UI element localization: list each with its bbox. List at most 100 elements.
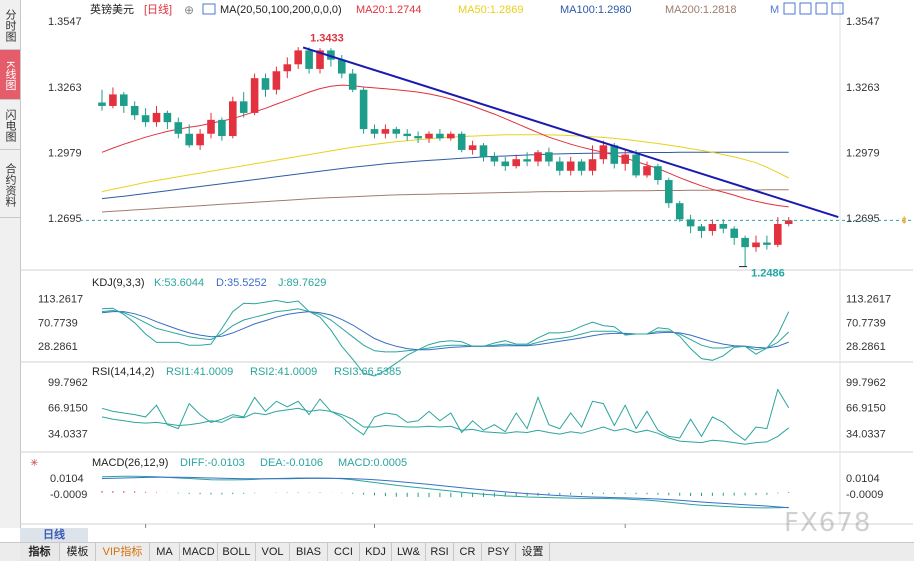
macd-ytick-right-1: -0.0009 [846, 489, 883, 501]
indicator-tab-cci[interactable]: CCI [328, 543, 360, 561]
rsi-ytick-left-0: 99.7962 [48, 377, 88, 389]
period-tab[interactable]: 日线 [20, 528, 88, 542]
indicator-tab-macd[interactable]: MACD [180, 543, 218, 561]
legend-period: [日线] [144, 2, 172, 16]
indicator-tab-psy[interactable]: PSY [482, 543, 516, 561]
candle [174, 122, 183, 134]
candle [130, 105, 139, 116]
candle [218, 119, 226, 137]
indicator-settings-icon[interactable] [202, 3, 216, 15]
kdj-line-j [101, 299, 790, 377]
rsi-ytick-right-0: 99.7962 [846, 377, 886, 389]
legend-ma50: MA50:1.2869 [458, 4, 523, 16]
candle [566, 161, 575, 171]
main-ytick-left-1: 1.3263 [48, 82, 82, 94]
rsi1-value: RSI1:41.0009 [166, 366, 233, 378]
candle [109, 94, 117, 106]
candle [414, 136, 422, 139]
candle [392, 129, 401, 134]
candle [436, 133, 444, 139]
candle [447, 133, 455, 139]
fullscreen-icon[interactable] [815, 2, 828, 15]
current-price-marker: ⇟ [900, 215, 908, 226]
close-panel-icon[interactable] [831, 2, 844, 15]
candle [545, 152, 553, 162]
candle [250, 78, 259, 113]
indicator-toolbar: 指标 模板 VIP指标 MA MACD BOLL VOL BIAS CCI KDJ LW& RSI CR… [0, 542, 914, 561]
main-ytick-right-3: 1.2695 [846, 213, 880, 225]
candle [479, 145, 488, 157]
add-indicator-icon[interactable]: ⊕ [184, 3, 194, 17]
candle [643, 166, 651, 176]
watermark-logo: FX678 [784, 508, 872, 538]
rsi-title: RSI(14,14,2) [92, 366, 154, 378]
macd-value: MACD:0.0005 [338, 457, 407, 469]
candle [207, 119, 215, 134]
side-tab-0[interactable]: 分时图 [0, 0, 20, 50]
candle [348, 73, 357, 90]
main-ytick-left-3: 1.2695 [48, 213, 82, 225]
kdj-ytick-left-1: 70.7739 [38, 317, 78, 329]
kdj-line-d [101, 311, 789, 351]
indicator-tab-kdj[interactable]: KDJ [360, 543, 392, 561]
rsi-ytick-left-1: 66.9150 [48, 403, 88, 415]
kdj-ytick-right-1: 70.7739 [846, 317, 886, 329]
legend-ma200: MA200:1.2818 [665, 4, 737, 16]
candle [686, 219, 695, 227]
candle [359, 89, 368, 130]
indicator-tab-boll[interactable]: BOLL [218, 543, 256, 561]
rsi2-value: RSI2:41.0009 [250, 366, 317, 378]
indicator-tab-1[interactable]: 模板 [60, 543, 96, 561]
candle [272, 71, 281, 90]
side-tab-3[interactable]: 合约资料 [0, 150, 20, 218]
indicator-tab-lw[interactable]: LW& [392, 543, 426, 561]
candle [98, 102, 106, 106]
candle [556, 161, 564, 171]
rsi-ytick-left-2: 34.0337 [48, 428, 88, 440]
candle [229, 101, 237, 137]
indicator-tab-bias[interactable]: BIAS [290, 543, 328, 561]
indicator-tab-vol[interactable]: VOL [256, 543, 290, 561]
zoom-in-icon[interactable] [783, 2, 796, 15]
side-tab-1[interactable]: K线图 [0, 50, 20, 100]
indicator-tab-vip[interactable]: VIP指标 [96, 543, 150, 561]
candle [163, 112, 172, 123]
zoom-out-icon[interactable] [799, 2, 812, 15]
candle [523, 159, 531, 162]
rsi-line-rsi1 [101, 407, 790, 445]
candle [283, 64, 292, 72]
side-tab-2[interactable]: 闪电图 [0, 100, 20, 150]
candle [577, 161, 586, 171]
candle [338, 59, 346, 74]
indicator-tab-ma[interactable]: MA [150, 543, 180, 561]
macd-ytick-left-1: -0.0009 [50, 489, 87, 501]
macd-settings-icon[interactable]: ✳ [30, 458, 38, 469]
kdj-k-value: K:53.6044 [154, 277, 204, 289]
candle [381, 129, 390, 134]
candle [730, 228, 738, 238]
rsi-ytick-right-2: 34.0337 [846, 428, 886, 440]
candle [261, 78, 270, 90]
main-ytick-left-0: 1.3547 [48, 16, 82, 28]
rsi-line-rsi3 [101, 388, 790, 441]
candle [425, 133, 433, 139]
high-annotation: 1.3433 [310, 32, 344, 44]
kdj-title: KDJ(9,3,3) [92, 277, 145, 289]
candle [403, 133, 411, 137]
main-ytick-right-2: 1.2979 [846, 147, 880, 159]
candle [196, 133, 204, 146]
candle [294, 50, 302, 65]
indicator-tab-14[interactable]: 设置 [516, 543, 550, 561]
macd-title: MACD(26,12,9) [92, 457, 168, 469]
candle [774, 224, 782, 245]
kdj-ytick-right-0: 113.2617 [846, 294, 891, 306]
indicator-tab-0[interactable]: 指标 [20, 543, 60, 561]
ma200-line [101, 189, 789, 213]
legend-ma100: MA100:1.2980 [560, 4, 632, 16]
candle [697, 226, 706, 231]
indicator-tab-rsi[interactable]: RSI [426, 543, 454, 561]
indicator-tab-cr[interactable]: CR [454, 543, 482, 561]
kdj-ytick-right-2: 28.2861 [846, 341, 886, 353]
candle [588, 159, 597, 171]
side-tabs: 分时图 K线图 闪电图 合约资料 [0, 0, 21, 528]
